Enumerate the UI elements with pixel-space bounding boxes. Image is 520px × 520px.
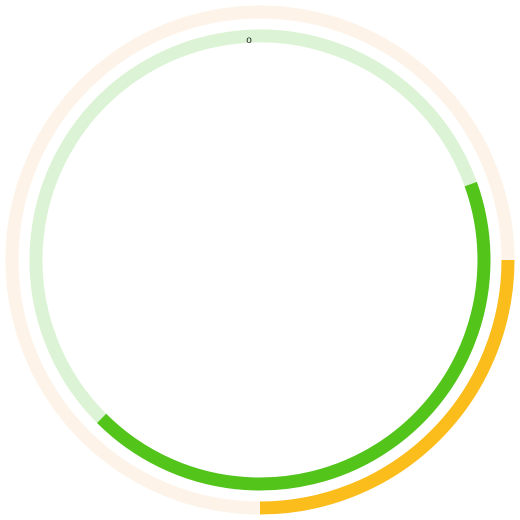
center-label: o: [246, 35, 252, 46]
inner-ring: [29, 29, 491, 491]
inner-ring-progress: [97, 181, 491, 491]
outer-ring: [5, 5, 515, 515]
outer-ring-progress: [259, 259, 515, 515]
